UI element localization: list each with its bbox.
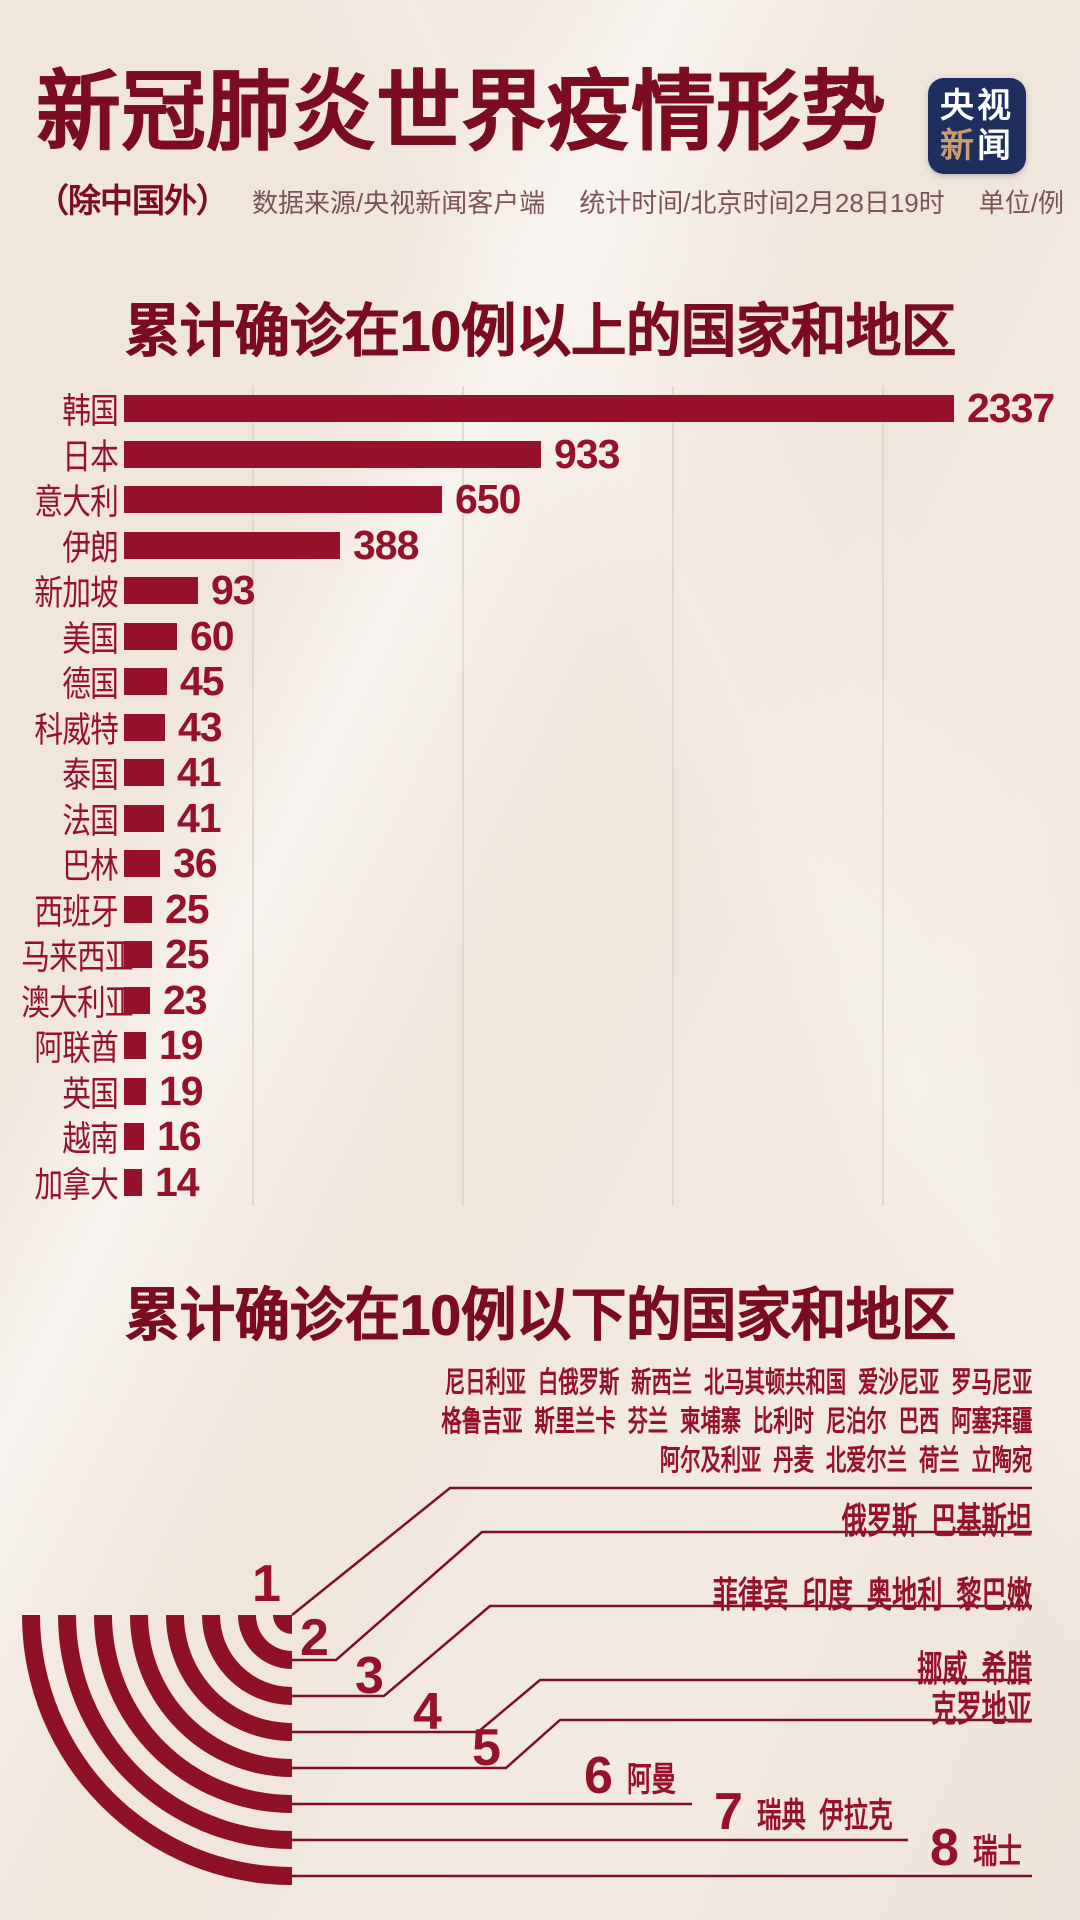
bar-value: 36 xyxy=(173,840,218,887)
section-title-over-10: 累计确诊在10例以上的国家和地区 xyxy=(124,298,956,364)
bar-row: 马来西亚 25 xyxy=(0,932,1080,978)
leader-lines xyxy=(291,1486,1032,1878)
bar xyxy=(124,1032,146,1060)
section-title-under-10: 累计确诊在10例以下的国家和地区 xyxy=(124,1282,956,1348)
bar xyxy=(124,440,541,468)
bar-label: 科威特 xyxy=(34,710,118,750)
bar-label: 西班牙 xyxy=(34,892,118,932)
logo-line-2: 新闻 xyxy=(940,126,1014,166)
bar xyxy=(124,850,160,878)
bar xyxy=(124,759,164,787)
bar-row: 澳大利亚 23 xyxy=(0,978,1080,1024)
stat-time-note: 统计时间/北京时间2月28日19时 xyxy=(579,188,945,218)
bar-label: 澳大利亚 xyxy=(21,983,133,1023)
bar xyxy=(124,941,152,969)
bar-value: 25 xyxy=(165,931,210,978)
cctv-news-logo: 央视 新闻 xyxy=(928,78,1026,174)
subtitle-row: （除中国外） 数据来源/央视新闻客户端 统计时间/北京时间2月28日19时 单位/例 xyxy=(36,176,1064,222)
page-title: 新冠肺炎世界疫情形势 xyxy=(36,63,887,161)
bar-row: 韩国 2337 xyxy=(0,386,1080,432)
bar xyxy=(124,531,340,559)
bar-value: 2337 xyxy=(967,385,1055,432)
bar-label: 日本 xyxy=(62,437,119,477)
bar-value: 650 xyxy=(455,476,521,523)
logo-line-1: 央视 xyxy=(940,87,1014,125)
bar xyxy=(124,577,198,605)
bar-row: 法国 41 xyxy=(0,796,1080,842)
gridline xyxy=(252,386,254,1206)
bar xyxy=(124,713,165,741)
bar-row: 泰国 41 xyxy=(0,750,1080,796)
bar-label: 美国 xyxy=(62,619,119,659)
bar-row: 伊朗 388 xyxy=(0,523,1080,569)
unit-note: 单位/例 xyxy=(978,188,1064,218)
gridline xyxy=(882,386,884,1206)
bar xyxy=(124,1168,142,1196)
bar-row: 日本 933 xyxy=(0,432,1080,478)
bar-label: 伊朗 xyxy=(62,528,119,568)
bar-row: 科威特 43 xyxy=(0,705,1080,751)
bar xyxy=(124,395,954,423)
bar xyxy=(124,622,177,650)
bar xyxy=(124,804,164,832)
bar-label: 英国 xyxy=(62,1074,119,1114)
bar xyxy=(124,668,167,696)
bar-label: 阿联酋 xyxy=(34,1029,118,1069)
bar-label: 泰国 xyxy=(62,756,119,796)
bar-value: 23 xyxy=(163,976,208,1023)
bar-row: 美国 60 xyxy=(0,614,1080,660)
bar-label: 马来西亚 xyxy=(21,938,133,978)
bar-value: 14 xyxy=(155,1158,200,1205)
bar-value: 41 xyxy=(177,794,222,841)
bar-value: 16 xyxy=(157,1113,202,1160)
gridline xyxy=(672,386,674,1206)
bar-value: 45 xyxy=(180,658,225,705)
bar-row: 巴林 36 xyxy=(0,841,1080,887)
bar-label: 新加坡 xyxy=(34,574,118,614)
bar-label: 法国 xyxy=(62,801,119,841)
fan-rings xyxy=(22,1615,292,1885)
bar-value: 933 xyxy=(554,430,620,477)
bar-value: 19 xyxy=(159,1022,204,1069)
bar xyxy=(124,1077,146,1105)
bar xyxy=(124,986,150,1014)
bar-row: 西班牙 25 xyxy=(0,887,1080,933)
bar-label: 加拿大 xyxy=(34,1165,118,1205)
bar-value: 43 xyxy=(178,703,223,750)
bar xyxy=(124,1123,144,1151)
data-source-note: 数据来源/央视新闻客户端 xyxy=(252,188,546,218)
bar-row: 加拿大 14 xyxy=(0,1160,1080,1206)
bar-row: 阿联酋 19 xyxy=(0,1023,1080,1069)
bar-value: 60 xyxy=(190,612,235,659)
bar-chart: 韩国 2337 日本 933 意大利 650 伊朗 388 新加坡 93 美国 60 德国 45 科威特 43… xyxy=(0,386,1080,1205)
logo-rest-char: 闻 xyxy=(977,127,1014,165)
bar-value: 41 xyxy=(177,749,222,796)
fan-arc-diagram xyxy=(22,1486,1032,1885)
bar-row: 意大利 650 xyxy=(0,477,1080,523)
bar-row: 新加坡 93 xyxy=(0,568,1080,614)
scope-note: （除中国外） xyxy=(36,182,229,219)
bar-value: 93 xyxy=(211,567,256,614)
bar-value: 25 xyxy=(165,885,210,932)
bar-label: 巴林 xyxy=(62,847,119,887)
bar-label: 意大利 xyxy=(34,483,118,523)
bar-label: 越南 xyxy=(62,1120,119,1160)
bar-row: 德国 45 xyxy=(0,659,1080,705)
bar-value: 19 xyxy=(159,1067,204,1114)
meta-text: 数据来源/央视新闻客户端 统计时间/北京时间2月28日19时 单位/例 xyxy=(252,183,1080,222)
bar-label: 韩国 xyxy=(62,392,119,432)
bar-label: 德国 xyxy=(62,665,119,705)
bar-value: 388 xyxy=(353,521,419,568)
gridline xyxy=(462,386,464,1206)
bar xyxy=(124,895,152,923)
bar-row: 越南 16 xyxy=(0,1114,1080,1160)
bar xyxy=(124,486,442,514)
logo-accent-char: 新 xyxy=(940,127,977,165)
bar-row: 英国 19 xyxy=(0,1069,1080,1115)
